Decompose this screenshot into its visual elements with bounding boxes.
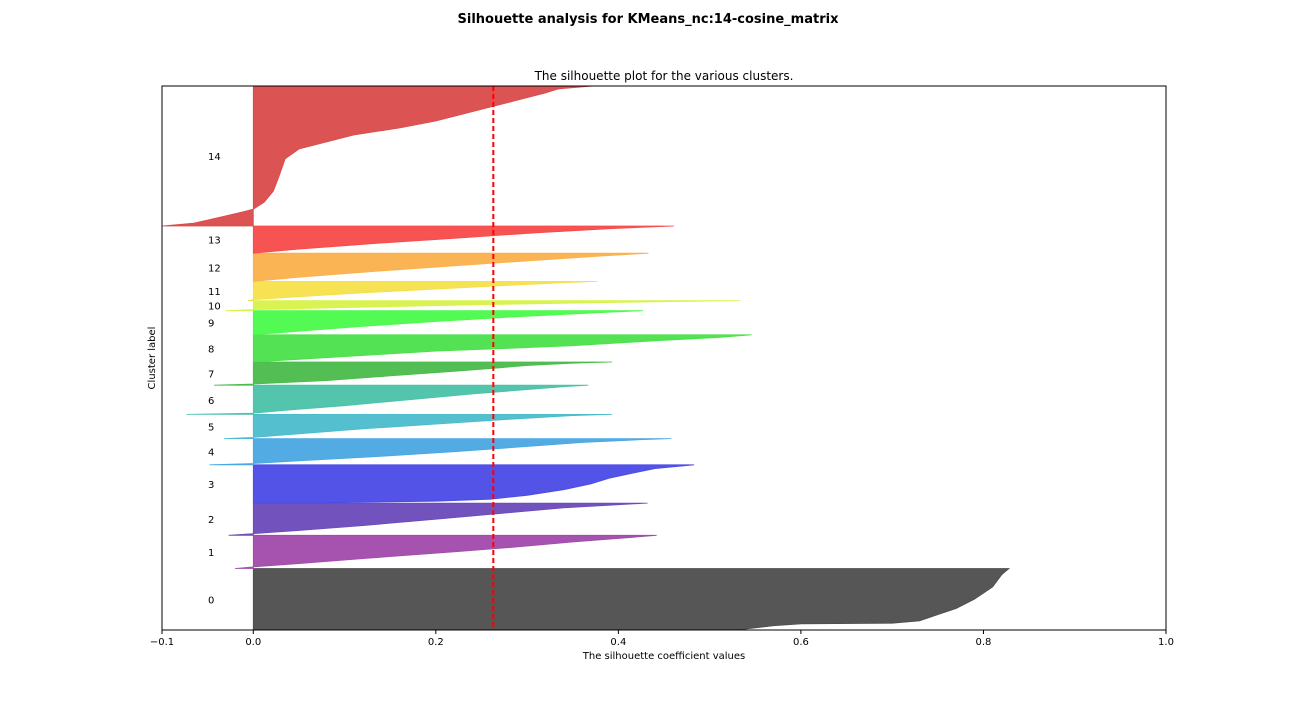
figure-title: Silhouette analysis for KMeans_nc:14-cos… (457, 12, 839, 27)
x-tick-label: 0.6 (793, 637, 809, 648)
cluster-label-14: 14 (208, 152, 221, 163)
cluster-label-8: 8 (208, 344, 214, 355)
cluster-1-silhouette (234, 534, 657, 569)
cluster-12-silhouette (252, 252, 649, 282)
x-tick-label: 0.2 (428, 637, 444, 648)
x-tick-label: 0.0 (245, 637, 261, 648)
cluster-label-7: 7 (208, 370, 214, 381)
cluster-label-6: 6 (208, 396, 214, 407)
cluster-silhouettes (161, 85, 1011, 631)
cluster-5-silhouette (224, 414, 613, 439)
chart-title: The silhouette plot for the various clus… (534, 69, 794, 83)
cluster-8-silhouette (252, 334, 752, 363)
x-tick-label: 0.4 (610, 637, 626, 648)
cluster-label-3: 3 (208, 480, 214, 491)
cluster-14-silhouette (161, 85, 594, 227)
cluster-11-silhouette (247, 281, 598, 301)
cluster-4-silhouette (209, 438, 672, 466)
cluster-0-silhouette (252, 568, 1011, 631)
cluster-3-silhouette (252, 464, 695, 504)
cluster-label-0: 0 (208, 595, 214, 606)
x-axis-ticks: −0.1 0.0 0.2 0.4 0.6 0.8 1.0 (150, 630, 1174, 648)
x-tick-label: 1.0 (1158, 637, 1174, 648)
cluster-2-silhouette (228, 502, 648, 536)
cluster-label-13: 13 (208, 236, 221, 247)
x-axis-label: The silhouette coefficient values (582, 651, 746, 662)
x-tick-label: 0.8 (976, 637, 992, 648)
cluster-9-silhouette (252, 310, 644, 336)
cluster-7-silhouette (213, 361, 613, 386)
cluster-label-1: 1 (208, 548, 214, 559)
cluster-13-silhouette (252, 225, 675, 254)
y-axis-label: Cluster label (147, 327, 158, 390)
cluster-6-silhouette (186, 384, 589, 415)
plot-frame (161, 85, 1167, 631)
cluster-label-11: 11 (208, 287, 221, 298)
x-tick-label: −0.1 (150, 637, 174, 648)
cluster-label-4: 4 (208, 448, 214, 459)
cluster-label-9: 9 (208, 319, 214, 330)
cluster-10-silhouette (225, 300, 740, 312)
cluster-label-10: 10 (208, 302, 221, 313)
cluster-label-2: 2 (208, 515, 214, 526)
cluster-label-12: 12 (208, 263, 221, 274)
cluster-label-5: 5 (208, 423, 214, 434)
